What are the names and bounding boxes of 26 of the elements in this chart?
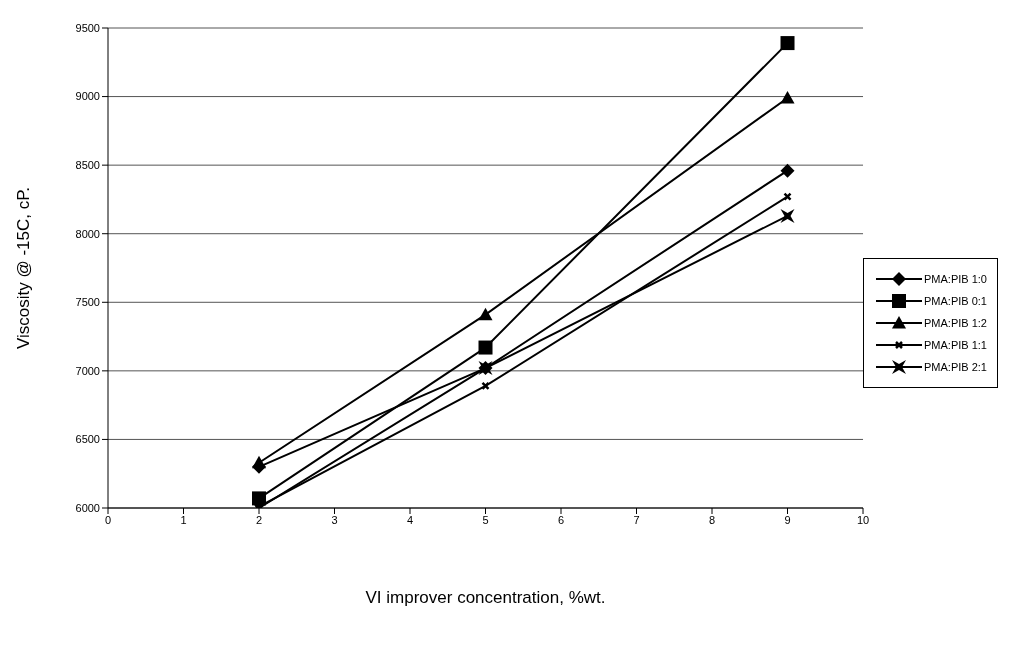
y-tick-label: 6000: [75, 501, 100, 514]
y-axis-title: Viscosity @ -15C, cP.: [14, 186, 34, 350]
y-tick-label: 6500: [75, 433, 100, 446]
y-tick-label: 9500: [75, 21, 100, 34]
x-tick-label: 8: [708, 513, 716, 526]
x-tick-label: 2: [255, 513, 263, 526]
x-tick-label: 9: [784, 513, 791, 526]
legend-label: PMA:PIB 1:1: [924, 339, 987, 351]
y-tick-label: 7000: [75, 364, 100, 377]
x-tick-label: 5: [482, 513, 489, 526]
x-tick-label: 3: [331, 513, 338, 526]
y-tick-label: 8000: [75, 227, 100, 240]
x-axis-title: VI improver concentration, %wt.: [365, 588, 606, 607]
x-tick-label: 4: [406, 513, 414, 526]
y-tick-label: 8500: [75, 159, 100, 172]
x-tick-label: 7: [633, 513, 640, 526]
x-tick-label: 1: [180, 513, 187, 526]
y-tick-label: 9000: [75, 90, 100, 103]
y-tick-label: 7500: [75, 296, 100, 309]
x-tick-label: 10: [856, 513, 870, 526]
legend-label: PMA:PIB 0:1: [924, 295, 987, 307]
legend-label: PMA:PIB 1:0: [924, 273, 987, 285]
legend-label: PMA:PIB 1:2: [924, 317, 987, 329]
legend-label: PMA:PIB 2:1: [924, 361, 987, 373]
x-tick-label: 6: [557, 513, 565, 526]
x-tick-label: 0: [104, 513, 112, 526]
